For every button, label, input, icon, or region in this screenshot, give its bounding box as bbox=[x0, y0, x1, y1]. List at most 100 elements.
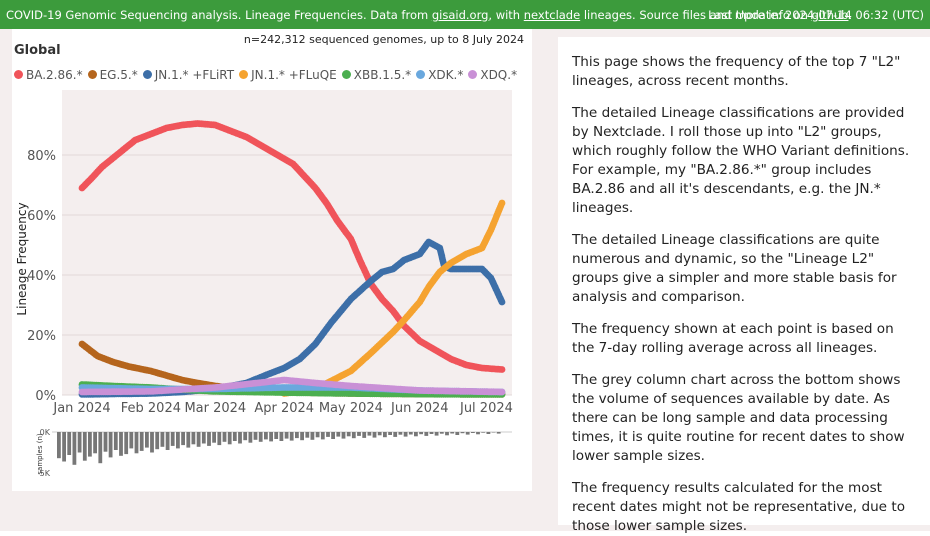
samples-bar bbox=[460, 432, 465, 434]
samples-bar bbox=[103, 432, 108, 452]
samples-bar bbox=[67, 432, 72, 455]
sample-note: n=242,312 sequenced genomes, up to 8 Jul… bbox=[243, 33, 524, 46]
y-tick-label: 60% bbox=[27, 209, 56, 224]
y-tick-label: 80% bbox=[27, 149, 56, 164]
legend-label: JN.1.* +FLuQE bbox=[251, 68, 337, 82]
legend-marker-icon bbox=[142, 70, 152, 79]
samples-bar bbox=[305, 432, 310, 438]
samples-bar bbox=[310, 432, 315, 440]
header-bar: COVID-19 Genomic Sequencing analysis. Li… bbox=[0, 0, 930, 29]
samples-bar bbox=[98, 432, 103, 464]
samples-bar bbox=[253, 432, 258, 440]
samples-bar bbox=[72, 432, 77, 465]
y-axis-ticks: 0% 20% 40% 60% 80% bbox=[27, 149, 56, 404]
legend-marker-icon bbox=[87, 70, 97, 79]
samples-bar bbox=[232, 432, 237, 441]
legend-item[interactable]: XDQ.* bbox=[468, 68, 517, 82]
samples-bar bbox=[351, 432, 356, 439]
samples-bar bbox=[134, 432, 139, 454]
samples-bar bbox=[196, 432, 201, 447]
samples-bar bbox=[315, 432, 320, 438]
samples-bar bbox=[243, 432, 248, 441]
legend-label: XDQ.* bbox=[480, 68, 518, 82]
samples-bar bbox=[357, 432, 361, 436]
nextclade-link[interactable]: nextclade bbox=[523, 8, 581, 22]
data-point bbox=[498, 366, 506, 373]
info-text-panel: This page shows the frequency of the top… bbox=[558, 37, 930, 534]
samples-bar bbox=[289, 432, 294, 441]
samples-bar bbox=[481, 432, 486, 433]
samples-bar bbox=[269, 432, 273, 442]
samples-bar bbox=[222, 432, 227, 442]
lineage-frequency-chart[interactable]: 0% 20% 40% 60% 80% Jan 2024 Feb 2024 Mar 2024 A… bbox=[12, 29, 532, 491]
samples-bar bbox=[429, 432, 434, 434]
x-tick-label: May 2024 bbox=[319, 401, 383, 416]
samples-bar bbox=[388, 432, 392, 435]
info-paragraph: The frequency results calculated for the… bbox=[572, 480, 906, 534]
legend-label: JN.1.* +FLiRT bbox=[154, 68, 235, 82]
samples-bar bbox=[424, 432, 429, 436]
samples-bar bbox=[145, 432, 149, 448]
legend-marker-icon bbox=[14, 70, 23, 79]
samples-bar bbox=[471, 432, 475, 433]
samples-bar bbox=[62, 432, 66, 462]
series-xdq bbox=[78, 376, 506, 396]
legend-marker-icon bbox=[341, 70, 351, 79]
samples-bar bbox=[367, 432, 372, 436]
gisaid-link[interactable]: gisaid.org bbox=[431, 8, 489, 22]
legend-item[interactable]: EG.5.* bbox=[87, 68, 138, 82]
samples-bar bbox=[341, 432, 346, 439]
chart-legend[interactable]: BA.2.86.* EG.5.* JN.1.* +FLiRT JN.1.* +FLuQ… bbox=[14, 68, 522, 82]
samples-bar bbox=[258, 432, 263, 442]
samples-bar bbox=[227, 432, 232, 445]
samples-bar bbox=[88, 432, 92, 457]
legend-item[interactable]: XBB.1.5.* bbox=[341, 68, 411, 82]
samples-bar bbox=[491, 432, 496, 433]
last-update: Last Update: 2024-07-14 06:32 (UTC) bbox=[708, 8, 924, 22]
samples-bar bbox=[186, 432, 191, 448]
samples-bar bbox=[455, 432, 460, 435]
chart-title: Global bbox=[14, 43, 61, 58]
data-point bbox=[498, 298, 506, 306]
header-mid1: , with bbox=[488, 8, 524, 22]
samples-bar bbox=[129, 432, 134, 449]
samples-bar bbox=[165, 432, 170, 450]
info-paragraph: The grey column chart across the bottom … bbox=[572, 372, 905, 464]
legend-item[interactable]: JN.1.* +FLuQE bbox=[239, 68, 337, 82]
samples-bar bbox=[346, 432, 351, 437]
header-description: COVID-19 Genomic Sequencing analysis. Li… bbox=[6, 8, 852, 22]
x-tick-label: Apr 2024 bbox=[254, 401, 314, 416]
legend-marker-icon bbox=[468, 70, 478, 79]
info-paragraph: The detailed Lineage classifications are… bbox=[572, 232, 897, 305]
samples-bar bbox=[238, 432, 242, 444]
legend-item[interactable]: JN.1.* +FLiRT bbox=[142, 68, 235, 82]
samples-bar bbox=[383, 432, 387, 438]
samples-bar bbox=[119, 432, 123, 456]
samples-bar bbox=[248, 432, 253, 443]
legend-marker-icon bbox=[239, 70, 249, 79]
samples-bar bbox=[377, 432, 382, 436]
samples-bar bbox=[191, 432, 196, 445]
samples-bar bbox=[476, 432, 480, 435]
samples-bar bbox=[181, 432, 185, 446]
samples-bar bbox=[217, 432, 222, 446]
samples-bar bbox=[176, 432, 180, 449]
github-link[interactable]: github bbox=[811, 8, 849, 22]
x-axis-ticks: Jan 2024 Feb 2024 Mar 2024 Apr 2024 May 2024… bbox=[52, 401, 513, 416]
samples-bar bbox=[331, 432, 335, 439]
samples-bar bbox=[362, 432, 367, 438]
samples-bar bbox=[414, 432, 418, 437]
x-tick-label: Jan 2024 bbox=[52, 401, 110, 416]
samples-bar bbox=[439, 432, 444, 434]
samples-bar bbox=[77, 432, 82, 453]
y-axis-label: Lineage Frequency bbox=[15, 202, 29, 315]
samples-axis-label: samples (n) bbox=[36, 433, 44, 474]
samples-bar bbox=[284, 432, 289, 439]
legend-item[interactable]: BA.2.86.* bbox=[14, 68, 83, 82]
samples-bar bbox=[108, 432, 113, 458]
x-tick-label: Mar 2024 bbox=[184, 401, 246, 416]
x-tick-label: Jun 2024 bbox=[390, 401, 449, 416]
legend-item[interactable]: XDK.* bbox=[416, 68, 463, 82]
y-tick-label: 0% bbox=[35, 389, 56, 404]
samples-bar bbox=[139, 432, 144, 451]
